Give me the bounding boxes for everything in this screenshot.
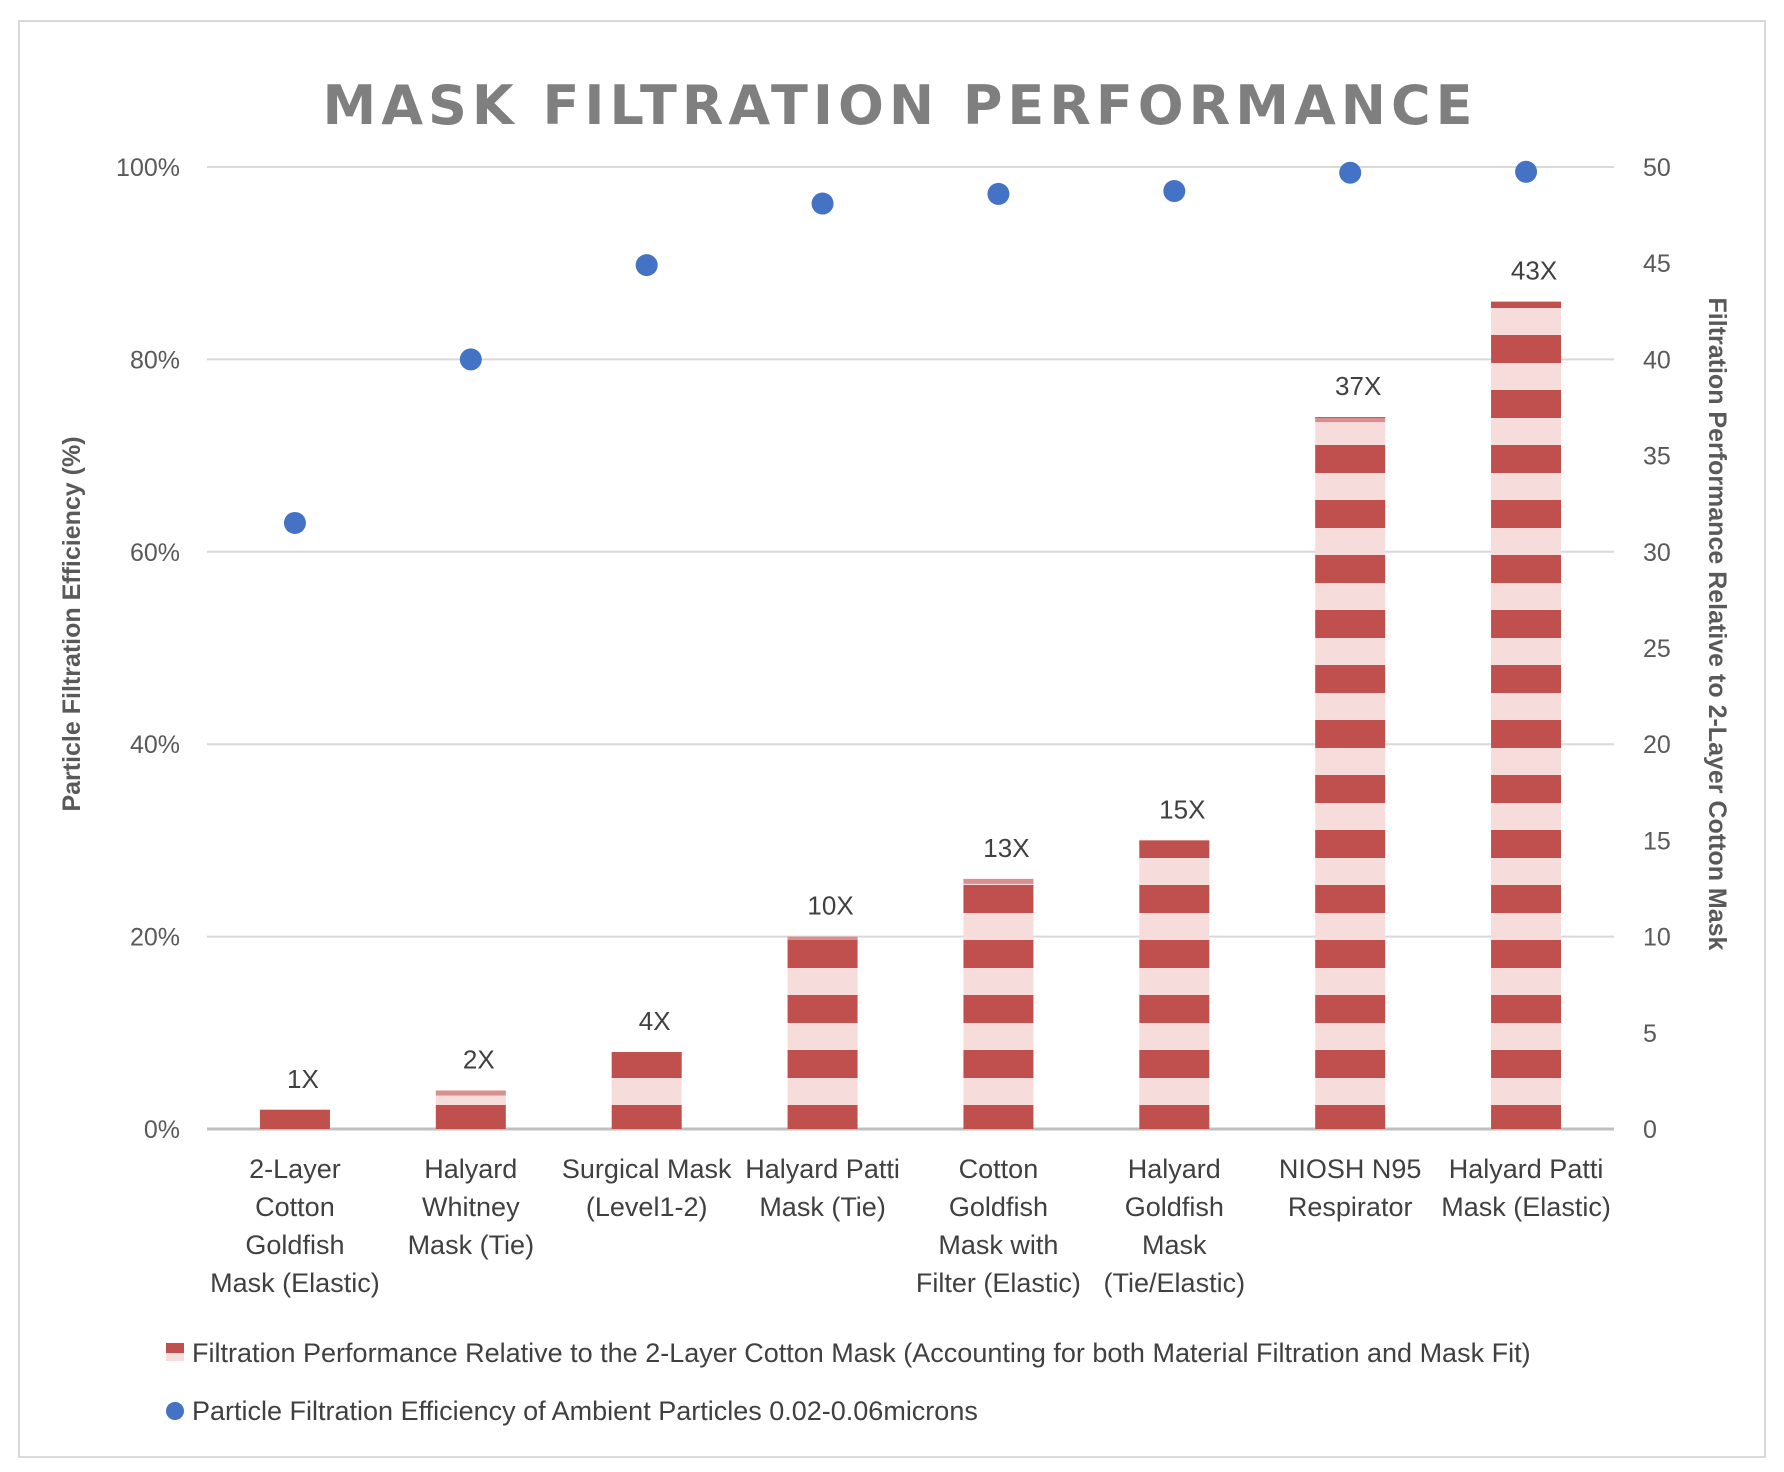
bar-data-label: 43X: [1511, 256, 1557, 286]
right-tick-label: 20: [1643, 731, 1671, 759]
category-label-line: Halyard: [1128, 1154, 1221, 1184]
legend-bar-swatch-top: [166, 1343, 184, 1352]
left-tick-label: 40%: [130, 731, 180, 759]
category-labels: 2-Layer Cotton Goldfish Mask (Elastic)Halya…: [210, 1154, 1611, 1298]
bar: [963, 878, 1034, 1129]
gridlines: [207, 166, 1614, 1131]
category-label-line: Halyard Patti: [1449, 1154, 1604, 1184]
scatter-series: [283, 160, 1538, 534]
category-label-line: Mask (Tie): [408, 1230, 535, 1260]
right-tick-label: 0: [1643, 1116, 1657, 1144]
bar-data-label: 2X: [463, 1045, 495, 1075]
bar-data-label: 13X: [983, 833, 1029, 863]
bar-data-label: 37X: [1335, 371, 1381, 401]
bar-cap: [1139, 840, 1210, 846]
right-axis-title: Filtration Performance Relative to 2-Lay…: [1703, 298, 1731, 951]
category-label-line: 2-Layer: [249, 1154, 341, 1184]
scatter-point: [459, 348, 482, 371]
scatter-point: [1163, 180, 1186, 203]
bar: [611, 1052, 682, 1129]
scatter-point: [987, 182, 1010, 205]
category-label: Surgical Mask (Level1-2): [562, 1154, 732, 1222]
chart-title: MASK FILTRATION PERFORMANCE: [322, 74, 1477, 137]
scatter-point: [811, 192, 834, 215]
category-label-line: Whitney: [422, 1192, 520, 1222]
bar: [1315, 417, 1386, 1129]
bar-cap: [435, 1090, 506, 1096]
left-tick-label: 60%: [130, 539, 180, 567]
legend-dot-swatch: [166, 1402, 184, 1420]
category-label-line: (Tie/Elastic): [1104, 1268, 1246, 1298]
category-label-line: Mask (Tie): [759, 1192, 886, 1222]
category-label: Halyard Goldfish Mask (Tie/Elastic): [1104, 1154, 1246, 1298]
category-label-line: Cotton: [959, 1154, 1039, 1184]
bar-data-label: 4X: [639, 1006, 671, 1036]
legend-bar-label: Filtration Performance Relative to the 2…: [192, 1338, 1531, 1368]
scatter-point: [283, 511, 306, 534]
axis-ticks: 0% 20% 40% 60% 80% 100% 0 5 10 15 20 25 30 35 40 45 50: [116, 154, 1671, 1144]
category-label-line: Respirator: [1288, 1192, 1413, 1222]
bar: [787, 936, 858, 1129]
bar: [1491, 301, 1562, 1129]
bar-data-label: 15X: [1159, 794, 1205, 824]
category-label-line: Mask: [1142, 1230, 1207, 1260]
right-tick-label: 45: [1643, 250, 1671, 278]
category-label-line: Mask with: [938, 1230, 1058, 1260]
legend-dot-label: Particle Filtration Efficiency of Ambien…: [192, 1396, 978, 1426]
category-label: 2-Layer Cotton Goldfish Mask (Elastic): [210, 1154, 380, 1298]
category-label-line: Halyard: [424, 1154, 517, 1184]
bar-data-label: 10X: [807, 891, 853, 921]
bar-cap: [611, 1052, 682, 1058]
bar-cap: [1491, 301, 1562, 307]
scatter-point: [1515, 160, 1538, 183]
right-tick-label: 35: [1643, 443, 1671, 471]
scatter-point: [1339, 161, 1362, 184]
bar-data-labels: 1X 2X 4X 10X 13X 15X 37X 43X: [287, 256, 1557, 1094]
legend: Filtration Performance Relative to the 2…: [166, 1338, 1531, 1426]
category-label-line: Goldfish: [245, 1230, 344, 1260]
left-tick-label: 0%: [144, 1116, 180, 1144]
bar-series: [259, 301, 1562, 1129]
right-tick-label: 5: [1643, 1020, 1657, 1048]
bar-cap: [259, 1109, 330, 1115]
category-label: Halyard Patti Mask (Tie): [745, 1154, 900, 1222]
category-label: NIOSH N95 Respirator: [1279, 1154, 1422, 1222]
left-tick-label: 20%: [130, 924, 180, 952]
category-label: Halyard Patti Mask (Elastic): [1441, 1154, 1611, 1222]
category-label-line: Mask (Elastic): [210, 1268, 380, 1298]
category-label-line: (Level1-2): [586, 1192, 708, 1222]
right-tick-label: 25: [1643, 635, 1671, 663]
left-axis-title: Particle Filtration Efficiency (%): [58, 436, 86, 811]
right-tick-label: 15: [1643, 827, 1671, 855]
category-label-line: Goldfish: [1125, 1192, 1224, 1222]
bar-cap: [787, 936, 858, 942]
bar-data-label: 1X: [287, 1064, 319, 1094]
category-label: Cotton Goldfish Mask with Filter (Elastic): [916, 1154, 1081, 1298]
left-tick-label: 100%: [116, 154, 180, 182]
right-tick-label: 30: [1643, 539, 1671, 567]
right-tick-label: 10: [1643, 924, 1671, 952]
chart-frame: [18, 20, 1766, 1458]
category-label-line: Cotton: [255, 1192, 335, 1222]
scatter-point: [635, 254, 658, 277]
category-label-line: Surgical Mask: [562, 1154, 732, 1184]
category-label-line: Mask (Elastic): [1441, 1192, 1611, 1222]
right-tick-label: 50: [1643, 154, 1671, 182]
category-label-line: Goldfish: [949, 1192, 1048, 1222]
category-label-line: Halyard Patti: [745, 1154, 900, 1184]
category-label-line: Filter (Elastic): [916, 1268, 1081, 1298]
bar: [1139, 840, 1210, 1129]
left-tick-label: 80%: [130, 346, 180, 374]
bar-cap: [1315, 417, 1386, 423]
right-tick-label: 40: [1643, 346, 1671, 374]
bar: [435, 1090, 506, 1129]
bar-cap: [963, 878, 1034, 884]
category-label: Halyard Whitney Mask (Tie): [408, 1154, 535, 1260]
category-label-line: NIOSH N95: [1279, 1154, 1422, 1184]
